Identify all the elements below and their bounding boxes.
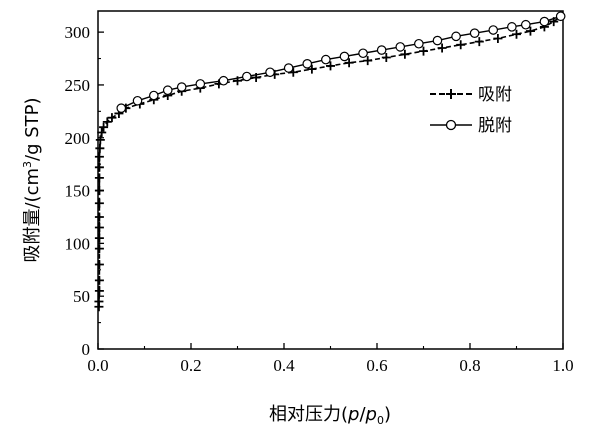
- data-point: [520, 19, 531, 30]
- data-point: [94, 186, 104, 196]
- data-point: [94, 223, 104, 233]
- y-tick-label: 150: [65, 182, 91, 201]
- data-point: [363, 56, 373, 66]
- x-tick-label: 0.0: [87, 356, 108, 375]
- data-point: [507, 22, 517, 32]
- legend-item-desorption: 脱附: [430, 116, 512, 136]
- x-tick-label: 0.8: [459, 356, 480, 375]
- data-point: [358, 48, 368, 59]
- x-axis: 0.0 0.2 0.4 0.6 0.8 1.0: [87, 343, 574, 375]
- data-point: [469, 28, 480, 38]
- data-point: [218, 75, 229, 86]
- data-point: [195, 79, 206, 89]
- data-point: [414, 38, 424, 49]
- y-tick-label: 0: [82, 340, 91, 359]
- data-point: [102, 117, 112, 127]
- y-tick-label: 300: [65, 23, 91, 42]
- data-point: [376, 45, 387, 55]
- data-point: [97, 127, 107, 137]
- x-tick-label: 0.2: [180, 356, 201, 375]
- data-point: [339, 51, 350, 62]
- plus-marker-icon: [446, 89, 456, 99]
- circle-marker-icon: [445, 119, 457, 131]
- data-point: [94, 198, 104, 208]
- data-point: [94, 286, 104, 296]
- data-point: [94, 244, 104, 254]
- data-point: [116, 103, 127, 113]
- data-point: [456, 40, 466, 50]
- series-adsorption: [94, 11, 566, 312]
- y-tick-label: 50: [73, 287, 90, 306]
- series-desorption: [116, 11, 566, 113]
- y-axis-title: 吸附量/(cm3/g STP): [21, 97, 43, 262]
- data-point: [307, 64, 317, 74]
- data-point: [95, 135, 105, 145]
- series-layer: [94, 11, 566, 312]
- data-point: [539, 16, 550, 27]
- x-tick-label: 1.0: [552, 356, 573, 375]
- data-point: [344, 58, 354, 68]
- data-point: [95, 143, 105, 153]
- data-point: [381, 52, 391, 62]
- data-point: [176, 82, 187, 92]
- data-point: [99, 122, 109, 132]
- y-tick-label: 200: [65, 129, 91, 148]
- data-point: [94, 275, 104, 285]
- data-point: [474, 37, 484, 47]
- data-point: [94, 162, 104, 172]
- data-point: [94, 296, 104, 306]
- data-point: [283, 63, 294, 73]
- x-axis-title: 相对压力(p/p0): [269, 404, 391, 427]
- data-point: [432, 35, 443, 46]
- data-point: [149, 90, 159, 101]
- data-point: [94, 152, 104, 162]
- data-point: [419, 46, 428, 56]
- y-tick-label: 250: [65, 76, 91, 95]
- data-point: [395, 42, 406, 52]
- legend-label-adsorption: 吸附: [478, 85, 512, 105]
- data-point: [451, 31, 461, 42]
- data-point: [265, 67, 275, 78]
- legend-item-adsorption: 吸附: [430, 85, 512, 105]
- data-point: [321, 54, 331, 65]
- legend: 吸附 脱附: [430, 85, 512, 136]
- data-point: [242, 71, 252, 82]
- data-point: [132, 95, 143, 106]
- data-point: [400, 49, 410, 59]
- data-point: [94, 173, 104, 183]
- x-tick-label: 0.6: [366, 356, 387, 375]
- legend-label-desorption: 脱附: [478, 116, 512, 136]
- x-tick-label: 0.4: [273, 356, 295, 375]
- data-point: [326, 61, 335, 71]
- data-point: [107, 113, 117, 123]
- data-point: [94, 233, 104, 243]
- data-point: [493, 33, 503, 43]
- data-point: [94, 260, 104, 269]
- data-point: [302, 59, 313, 69]
- data-point: [162, 85, 173, 96]
- y-tick-label: 100: [65, 234, 91, 253]
- data-point: [437, 43, 447, 53]
- data-point: [555, 11, 566, 22]
- data-point: [488, 25, 499, 35]
- data-point: [94, 212, 104, 222]
- data-point: [525, 26, 535, 36]
- data-point: [512, 29, 521, 39]
